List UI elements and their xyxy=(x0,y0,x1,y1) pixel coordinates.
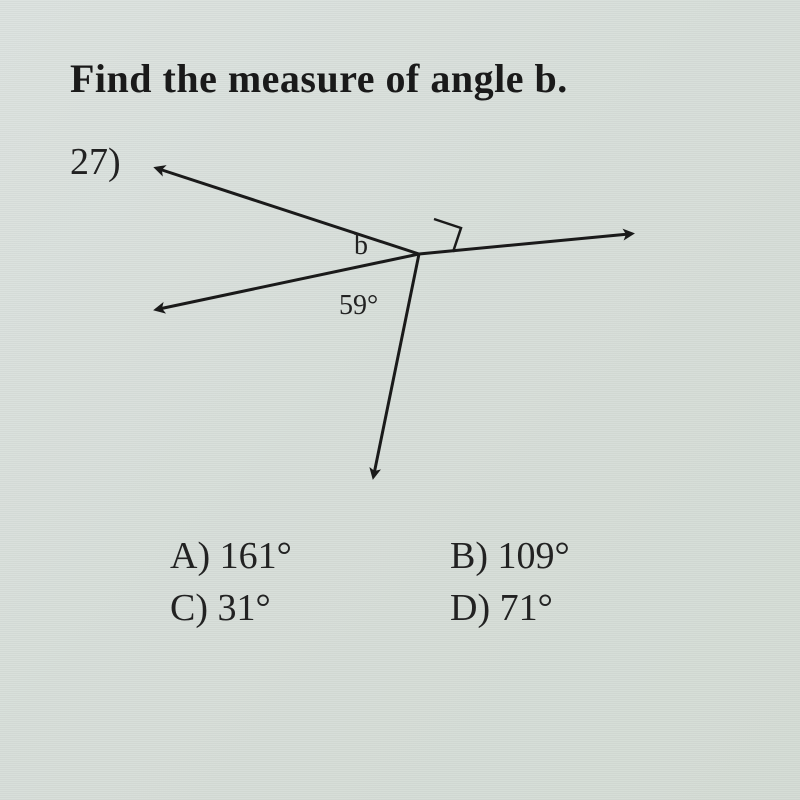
answer-c: C) 31° xyxy=(170,586,450,630)
answer-d: D) 71° xyxy=(450,586,730,630)
answer-d-value: 71° xyxy=(500,587,553,629)
ray-mid-left xyxy=(159,254,419,309)
label-b: b xyxy=(354,230,368,261)
problem-row: 27) b 59° xyxy=(70,144,730,494)
ray-right xyxy=(419,234,629,254)
answer-b-value: 109° xyxy=(498,535,570,577)
ray-down xyxy=(374,254,419,474)
diagram-svg: b 59° xyxy=(129,144,649,494)
answer-b: B) 109° xyxy=(450,534,730,578)
answer-a: A) 161° xyxy=(170,534,450,578)
problem-content: Find the measure of angle b. 27) b 59° xyxy=(0,0,800,693)
ray-upper-left xyxy=(159,169,419,254)
answer-row-1: A) 161° B) 109° xyxy=(170,534,730,578)
angle-diagram: b 59° xyxy=(129,144,649,494)
answer-choices: A) 161° B) 109° C) 31° D) 71° xyxy=(170,534,730,630)
answer-a-value: 161° xyxy=(220,535,292,577)
answer-c-value: 31° xyxy=(218,587,271,629)
label-angle-59: 59° xyxy=(339,290,378,321)
right-angle-marker xyxy=(434,219,461,252)
problem-number: 27) xyxy=(70,140,121,184)
answer-row-2: C) 31° D) 71° xyxy=(170,586,730,630)
problem-title: Find the measure of angle b. xyxy=(70,55,730,102)
